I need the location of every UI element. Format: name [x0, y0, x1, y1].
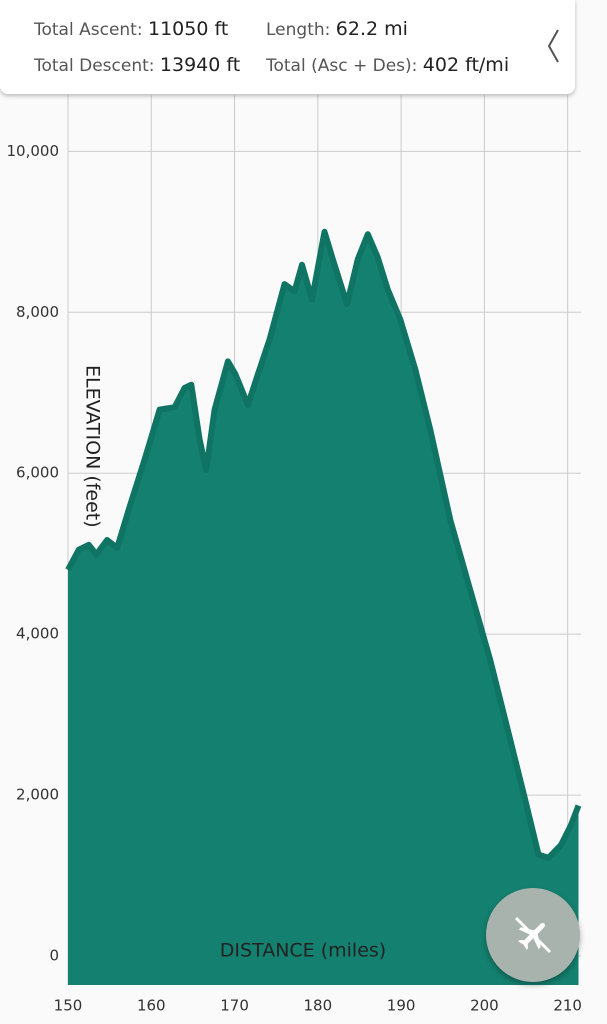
stats-card: Total Ascent: 11050 ft Length: 62.2 mi T… — [0, 0, 575, 94]
y-tick-label: 0 — [49, 947, 59, 965]
stat-value: 13940 ft — [159, 54, 241, 76]
elevation-line — [65, 228, 582, 861]
elevation-area — [68, 231, 579, 986]
stat-label: Total Ascent: — [34, 20, 143, 40]
y-tick-label: 10,000 — [7, 142, 60, 160]
x-tick-label: 200 — [470, 997, 499, 1015]
stat-value: 402 ft/mi — [422, 54, 510, 76]
x-tick-label: 150 — [54, 997, 83, 1015]
y-tick-label: 4,000 — [16, 625, 59, 643]
y-tick-label: 6,000 — [16, 464, 59, 482]
y-tick-label: 2,000 — [16, 786, 59, 804]
stat: Length: 62.2 mi — [266, 18, 408, 40]
collapse-button[interactable] — [544, 26, 562, 66]
x-tick-label: 190 — [387, 997, 416, 1015]
stat: Total Ascent: 11050 ft — [34, 18, 228, 40]
x-tick-label: 210 — [553, 997, 582, 1015]
stat-label: Total (Asc + Des): — [266, 56, 418, 76]
x-axis-label: DISTANCE (miles) — [220, 940, 386, 962]
stat: Total (Asc + Des): 402 ft/mi — [266, 54, 509, 76]
x-tick-label: 180 — [304, 997, 333, 1015]
stat-value: 62.2 mi — [335, 18, 408, 40]
stat-label: Total Descent: — [34, 56, 155, 76]
x-tick-label: 160 — [137, 997, 166, 1015]
stat: Total Descent: 13940 ft — [34, 54, 240, 76]
stat-value: 11050 ft — [147, 18, 229, 40]
flight-mode-button[interactable] — [486, 888, 580, 982]
y-axis-label: ELEVATION (feet) — [82, 365, 104, 528]
plane-icon — [514, 916, 552, 954]
y-tick-label: 8,000 — [16, 303, 59, 321]
x-tick-label: 170 — [220, 997, 249, 1015]
stat-label: Length: — [266, 20, 331, 40]
